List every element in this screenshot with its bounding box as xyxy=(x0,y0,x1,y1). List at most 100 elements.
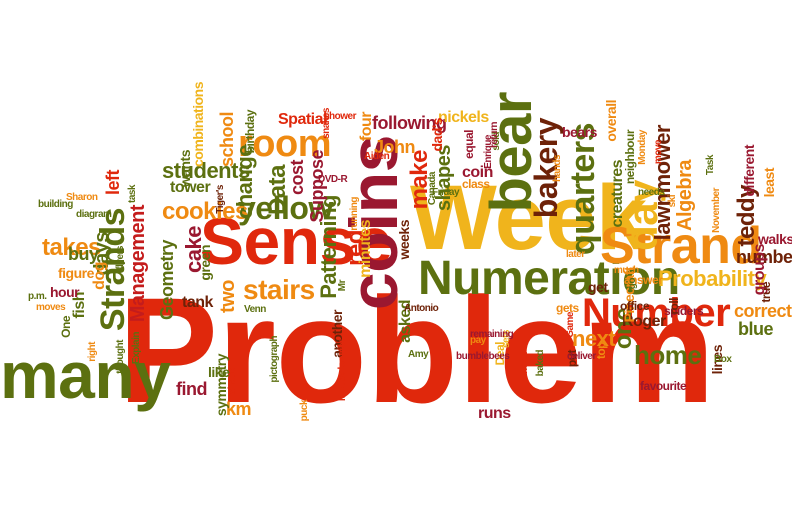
word-overall: overall xyxy=(603,100,619,142)
word-office: office xyxy=(620,299,650,313)
word-go: go xyxy=(627,278,638,290)
word-birthday: birthday xyxy=(243,110,257,154)
word-bears: bears xyxy=(562,124,597,140)
word-roll: roll xyxy=(667,298,681,315)
word-wants: wants xyxy=(177,150,193,188)
word-dog: dog xyxy=(91,262,108,290)
word-hands: hands xyxy=(552,155,563,182)
word-true: true xyxy=(759,282,773,303)
word-sense: Sense xyxy=(200,204,392,278)
word-buy: buy xyxy=(68,244,99,264)
word-hour: hour xyxy=(50,284,80,300)
word-shower: shower xyxy=(324,111,357,122)
word-takes: takes xyxy=(42,234,101,261)
word-deliver: deliver xyxy=(567,351,596,362)
word-much: much xyxy=(614,265,639,276)
word-task: Task xyxy=(705,155,716,176)
word-p-m-: p.m. xyxy=(28,291,47,302)
word-monday: Monday xyxy=(637,130,648,165)
word-venn: Venn xyxy=(244,304,266,315)
word-class: class xyxy=(462,177,490,191)
word-equal: equal xyxy=(462,130,476,159)
word-mr: Mr xyxy=(337,280,348,292)
word-different: different xyxy=(741,145,757,197)
word-weeks: weeks xyxy=(396,220,412,260)
word-quarters: quarters xyxy=(564,123,602,256)
word-spiders: spiders xyxy=(664,304,704,318)
word-blue: blue xyxy=(738,319,774,339)
word-sharon: Sharon xyxy=(66,192,98,203)
word-move: move xyxy=(653,140,664,165)
word-least: least xyxy=(761,168,777,198)
word-minutes: minutes xyxy=(357,220,374,278)
word-suppose: Suppose xyxy=(307,150,327,223)
word-mindful: Mindful xyxy=(519,352,530,385)
word-four: four xyxy=(358,112,375,142)
word-neighbour: neighbour xyxy=(623,130,637,185)
word-enrique: Enrique xyxy=(483,135,494,169)
word-flyers: flyers xyxy=(115,246,126,270)
word-coin: coin xyxy=(462,164,493,181)
word-task: task xyxy=(127,185,138,204)
word-dvd-r: DVD-R xyxy=(318,174,348,185)
word-gets: gets xyxy=(556,301,579,315)
word-algebra: Algebra xyxy=(674,160,696,231)
word-right: right xyxy=(87,342,98,362)
word-green: green xyxy=(197,245,213,281)
word-left: left xyxy=(103,170,123,195)
word-tiger-s: Tiger's xyxy=(215,185,226,214)
word-dad-s: dad's xyxy=(429,118,445,152)
word-favourite: favourite xyxy=(640,379,687,393)
word-cost: cost xyxy=(287,160,307,196)
word-bumblebees: bumblebees xyxy=(456,351,510,362)
word-geometry: Geometry xyxy=(157,240,177,321)
word-combinations: combinations xyxy=(190,82,206,168)
word-number: number xyxy=(736,247,792,267)
word-like: like xyxy=(208,364,230,380)
word-nickels: nickels xyxy=(438,109,489,126)
word-correct: correct xyxy=(734,301,792,321)
word-antonio: Antonio xyxy=(404,303,439,314)
word-baked: baked xyxy=(535,350,546,377)
word-top: top xyxy=(594,342,608,360)
word-probability: Probability xyxy=(658,266,767,291)
word-home: home xyxy=(634,340,702,370)
word-pictograph: pictograph xyxy=(269,336,280,383)
word-building: building xyxy=(38,199,73,210)
word-find: find xyxy=(176,379,208,399)
word-answer: answer xyxy=(624,273,663,287)
word-diagram: diagram xyxy=(76,209,112,220)
word-shape: shape xyxy=(227,368,238,395)
word-november: November xyxy=(711,188,722,233)
word-tower: tower xyxy=(170,179,211,196)
word-many: many xyxy=(0,338,171,412)
word-ski: ski xyxy=(667,195,678,208)
word-explain: Explain xyxy=(131,332,142,365)
word-snakes: snakes xyxy=(321,108,332,139)
word-pay: pay xyxy=(470,335,486,346)
word-canada: Canada xyxy=(427,172,438,206)
word-change: change xyxy=(232,145,257,220)
word-get: get xyxy=(588,279,608,295)
word-amy: Amy xyxy=(408,349,429,360)
word-room: room xyxy=(238,123,332,165)
word-numeration: Numeration xyxy=(418,252,680,305)
word-students: students xyxy=(162,158,250,183)
word-cookies: cookies xyxy=(162,198,248,225)
word-two: two xyxy=(217,280,239,313)
word-one: One xyxy=(59,316,73,338)
word-moves: moves xyxy=(36,302,66,313)
word-spatial: Spatial xyxy=(278,111,327,128)
word-runs: runs xyxy=(478,405,511,422)
word-stairs: stairs xyxy=(243,274,315,305)
word-john: John xyxy=(374,137,416,157)
word-roger: Roger xyxy=(622,313,666,330)
word-box: Box xyxy=(714,354,732,365)
word-problem: Problem xyxy=(118,266,715,434)
word-needs: needs xyxy=(638,187,665,198)
word-game: Game xyxy=(565,312,576,338)
word-thought: thought xyxy=(115,340,126,374)
word-figure: figure xyxy=(58,265,94,281)
word-km: km xyxy=(226,399,252,419)
